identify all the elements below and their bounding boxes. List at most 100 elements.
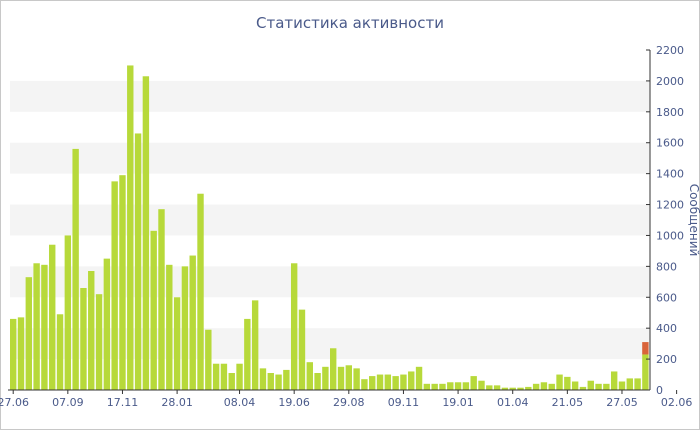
bar: [88, 271, 95, 390]
bar: [548, 383, 555, 390]
bar: [634, 378, 641, 390]
bar: [142, 76, 150, 390]
x-tick-label: 08.04: [224, 396, 256, 409]
grid-band: [10, 80, 650, 112]
bar: [501, 387, 509, 390]
bar: [392, 376, 399, 390]
bar: [540, 382, 548, 390]
x-tick-label: 27.06: [0, 396, 29, 409]
x-tick-label: 28.01: [161, 396, 193, 409]
bar: [610, 371, 618, 390]
bar: [447, 382, 454, 390]
bar: [119, 175, 126, 390]
bar: [423, 383, 431, 390]
x-tick-label: 21.05: [552, 396, 584, 409]
x-tick-label: 27.05: [606, 396, 638, 409]
x-tick-label: 01.04: [497, 396, 529, 409]
bar: [384, 374, 392, 390]
bar: [17, 317, 25, 390]
bar: [298, 309, 306, 390]
bar: [376, 374, 384, 390]
bar: [166, 264, 173, 390]
bar: [353, 368, 360, 390]
y-tick-label: 200: [656, 353, 677, 366]
bar: [72, 148, 79, 390]
x-ticks: 27.06 07.09 17.11 28.01 08.04 19.06 29.08 09.11…: [0, 390, 693, 409]
x-tick-label: 17.11: [107, 396, 139, 409]
bar: [189, 255, 196, 390]
bar: [571, 381, 579, 390]
bar: [111, 181, 118, 390]
x-tick-label: 19.01: [442, 396, 474, 409]
bar: [150, 230, 157, 390]
bar: [408, 371, 415, 390]
bar: [244, 318, 251, 390]
bar: [642, 354, 649, 390]
bar: [228, 373, 235, 390]
grid-band: [10, 204, 650, 236]
bar: [400, 374, 407, 390]
x-tick-label: 29.08: [333, 396, 365, 409]
y-axis-label: Сообщений: [687, 184, 700, 257]
bar: [587, 380, 594, 390]
bar: [306, 362, 313, 390]
bar: [454, 382, 462, 390]
bar: [80, 288, 87, 390]
x-tick-label: 02.06: [661, 396, 693, 409]
bar: [618, 381, 626, 390]
y-tick-label: 600: [656, 291, 677, 304]
chart-title: Статистика активности: [256, 14, 444, 32]
x-tick-label: 09.11: [388, 396, 420, 409]
bar: [95, 294, 103, 390]
bar: [56, 314, 64, 390]
bar: [275, 374, 282, 390]
bar: [486, 385, 493, 390]
bar: [345, 365, 353, 390]
bar: [462, 382, 470, 390]
y-tick-label: 1000: [656, 229, 684, 242]
bar: [517, 387, 524, 390]
bar: [236, 363, 243, 390]
y-tick-label: 800: [656, 260, 677, 273]
bar: [525, 386, 532, 390]
bar: [439, 383, 446, 390]
bar: [181, 266, 189, 390]
bar: [322, 366, 329, 390]
bar-segment-highlight: [642, 342, 649, 355]
bar: [532, 383, 540, 390]
x-tick-label: 19.06: [278, 396, 310, 409]
bar: [134, 133, 142, 391]
bar: [478, 380, 485, 390]
bar: [158, 209, 165, 390]
bar: [603, 383, 610, 390]
bar: [283, 369, 290, 390]
bar: [205, 329, 212, 390]
bar: [415, 366, 423, 390]
bar: [267, 373, 274, 390]
bar: [330, 348, 337, 390]
bar: [361, 379, 368, 390]
y-tick-label: 400: [656, 322, 677, 335]
bar: [49, 244, 56, 390]
bar: [220, 363, 228, 390]
y-tick-label: 2200: [656, 44, 684, 57]
bar: [564, 376, 571, 390]
bar: [25, 277, 33, 390]
bar: [595, 383, 602, 390]
y-tick-label: 1400: [656, 168, 684, 181]
bar: [64, 235, 72, 390]
bar: [509, 387, 516, 390]
bar: [579, 386, 587, 390]
bar: [556, 374, 563, 390]
y-tick-label: 1200: [656, 199, 684, 212]
bars-group: [10, 65, 649, 391]
y-tick-label: 2000: [656, 75, 684, 88]
bar: [290, 263, 298, 390]
bar: [197, 193, 204, 390]
bar: [251, 300, 259, 390]
bar: [626, 378, 633, 390]
bar: [212, 363, 220, 390]
bar: [369, 376, 376, 390]
y-tick-label: 1600: [656, 137, 684, 150]
